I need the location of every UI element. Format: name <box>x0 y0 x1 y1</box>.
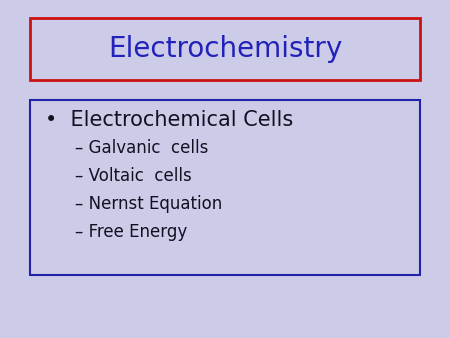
Text: – Nernst Equation: – Nernst Equation <box>75 195 222 213</box>
Text: Electrochemistry: Electrochemistry <box>108 35 342 63</box>
Text: – Free Energy: – Free Energy <box>75 223 187 241</box>
FancyBboxPatch shape <box>30 18 420 80</box>
Text: – Galvanic  cells: – Galvanic cells <box>75 139 208 157</box>
Text: •  Electrochemical Cells: • Electrochemical Cells <box>45 110 293 130</box>
Text: – Voltaic  cells: – Voltaic cells <box>75 167 192 185</box>
FancyBboxPatch shape <box>30 100 420 275</box>
